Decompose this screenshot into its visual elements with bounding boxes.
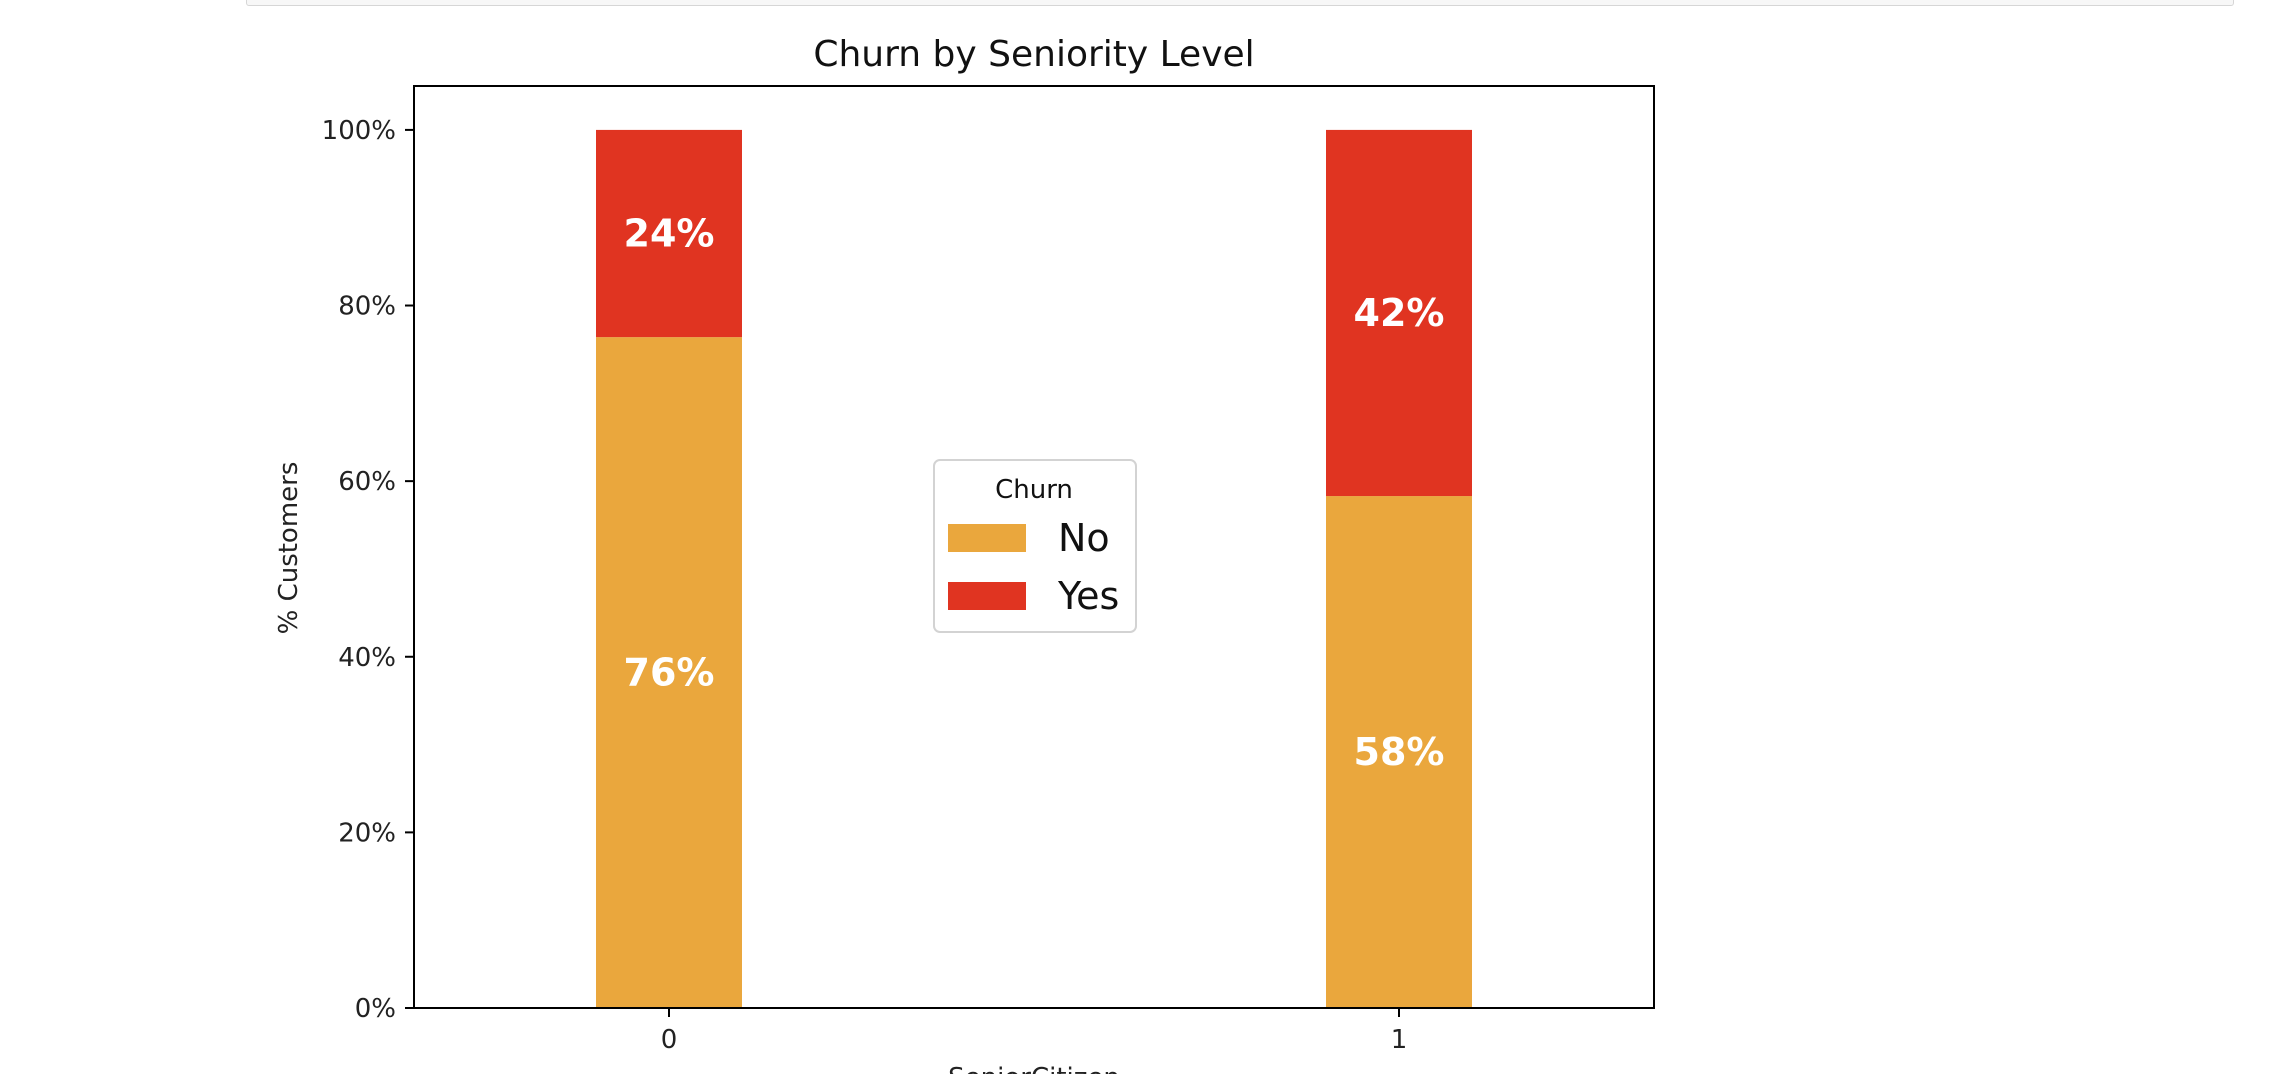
notebook-cell-border (246, 0, 2234, 6)
axes-layer: 0% 20% 40% 60% 80% 100% 0 1 (322, 85, 1655, 1055)
legend-title: Churn (995, 475, 1073, 505)
y-tick-label: 100% (322, 116, 396, 146)
data-label-yes-0: 24% (624, 212, 715, 256)
y-tick-label: 80% (338, 292, 396, 322)
x-axis-label: SeniorCitizen (948, 1063, 1120, 1074)
y-tick-label: 20% (338, 818, 396, 848)
bar-yes-1 (1326, 129, 1472, 497)
y-tick-label: 0% (355, 994, 396, 1024)
x-tick-label: 0 (661, 1025, 678, 1055)
chart-title: Churn by Seniority Level (813, 34, 1254, 75)
y-axis-label: % Customers (274, 462, 304, 635)
x-tick-label: 1 (1391, 1025, 1408, 1055)
bar-no-0 (596, 337, 742, 1008)
legend-swatch-yes (948, 582, 1026, 610)
data-label-no-0: 76% (624, 651, 715, 695)
y-tick-label: 60% (338, 467, 396, 497)
data-label-yes-1: 42% (1354, 291, 1445, 335)
data-label-no-1: 58% (1354, 730, 1445, 774)
legend: Churn No Yes (933, 459, 1137, 633)
y-tick-label: 40% (338, 643, 396, 673)
legend-label-no: No (1058, 516, 1110, 560)
bars-layer: 76% 24% 58% 42% (596, 129, 1472, 1008)
legend-swatch-no (948, 524, 1026, 552)
legend-label-yes: Yes (1057, 574, 1119, 618)
bar-yes-0 (596, 129, 742, 338)
bar-no-1 (1326, 496, 1472, 1008)
plot-frame (413, 85, 1655, 1009)
